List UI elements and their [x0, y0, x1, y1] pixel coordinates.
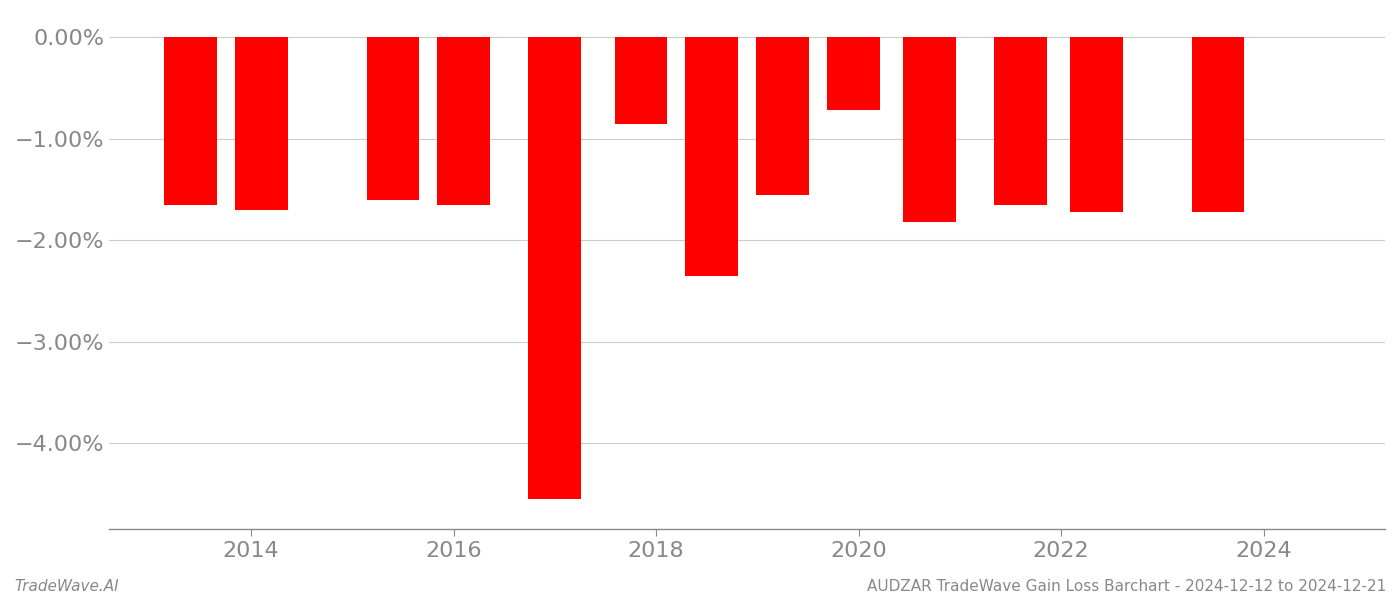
- Bar: [686, 37, 738, 275]
- Bar: [367, 37, 419, 200]
- Bar: [437, 37, 490, 205]
- Bar: [164, 37, 217, 205]
- Text: TradeWave.AI: TradeWave.AI: [14, 579, 119, 594]
- Bar: [903, 37, 956, 222]
- Text: AUDZAR TradeWave Gain Loss Barchart - 2024-12-12 to 2024-12-21: AUDZAR TradeWave Gain Loss Barchart - 20…: [867, 579, 1386, 594]
- Bar: [1070, 37, 1123, 212]
- Bar: [756, 37, 809, 194]
- Bar: [528, 37, 581, 499]
- Bar: [994, 37, 1047, 205]
- Bar: [615, 37, 668, 124]
- Bar: [1191, 37, 1245, 212]
- Bar: [827, 37, 879, 110]
- Bar: [235, 37, 287, 210]
